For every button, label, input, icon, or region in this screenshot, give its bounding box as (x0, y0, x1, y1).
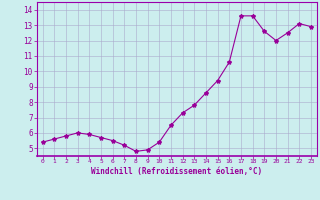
X-axis label: Windchill (Refroidissement éolien,°C): Windchill (Refroidissement éolien,°C) (91, 167, 262, 176)
